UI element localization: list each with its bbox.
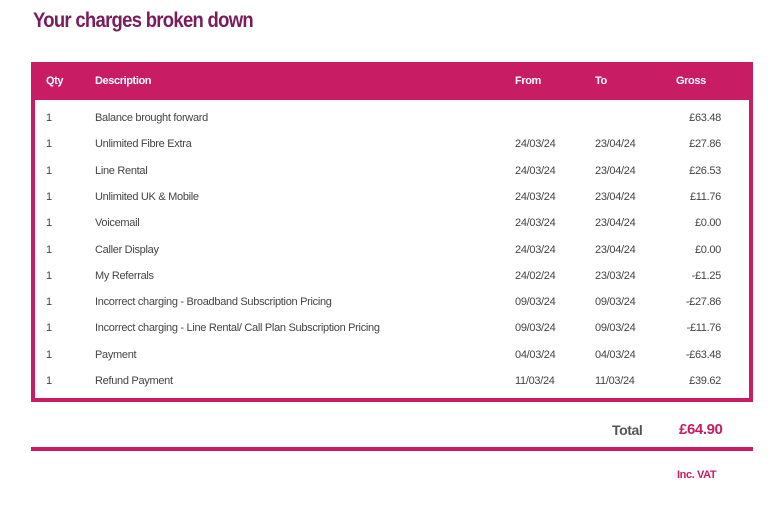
cell-to: 23/04/24	[595, 190, 636, 203]
cell-qty: 1	[46, 322, 52, 335]
cell-qty: 1	[46, 375, 52, 387]
cell-description: Refund Payment	[95, 375, 173, 387]
cell-from: 24/03/24	[515, 190, 556, 203]
cell-qty: 1	[46, 190, 52, 203]
cell-description: Payment	[95, 348, 137, 361]
cell-to: 23/04/24	[595, 164, 636, 177]
total-value: £64.90	[679, 421, 723, 438]
page-title: Your charges broken down	[33, 9, 254, 32]
cell-description: Incorrect charging - Line Rental/ Call P…	[95, 322, 380, 335]
cell-gross: £63.48	[689, 112, 721, 124]
cell-qty: 1	[46, 243, 52, 256]
cell-qty: 1	[46, 296, 52, 309]
charges-table: Qty Description From To Gross 1 Balance b…	[31, 62, 753, 402]
header-gross: Gross	[676, 75, 706, 87]
cell-qty: 1	[46, 269, 52, 282]
cell-gross: £39.62	[689, 375, 721, 387]
table-row: 1 Balance brought forward £63.48	[35, 112, 749, 132]
cell-description: My Referrals	[95, 269, 154, 282]
cell-to: 11/03/24	[595, 375, 635, 387]
cell-gross: £27.86	[689, 138, 721, 151]
cell-gross: -£27.86	[685, 296, 722, 309]
cell-description: Unlimited Fibre Extra	[95, 138, 192, 151]
cell-from: 09/03/24	[515, 322, 556, 335]
cell-qty: 1	[46, 217, 52, 230]
cell-gross: £0.00	[694, 217, 721, 230]
cell-from: 24/03/24	[515, 164, 556, 177]
table-row: 1 Refund Payment 11/03/24 11/03/24 £39.62	[35, 375, 749, 395]
table-row: 1 Voicemail 24/03/24 23/04/24 £0.00	[35, 217, 749, 237]
table-row: 1 Incorrect charging - Broadband Subscrip…	[35, 296, 749, 316]
cell-from: 04/03/24	[515, 348, 556, 361]
table-row: 1 My Referrals 24/02/24 23/03/24 -£1.25	[35, 270, 749, 290]
cell-description: Caller Display	[95, 243, 159, 256]
cell-description: Incorrect charging - Broadband Subscript…	[95, 296, 332, 309]
table-row: 1 Unlimited UK & Mobile 24/03/24 23/04/24 £1…	[35, 191, 749, 211]
cell-from: 11/03/24	[515, 375, 555, 387]
table-row: 1 Incorrect charging - Line Rental/ Call …	[35, 322, 749, 342]
cell-from: 24/03/24	[515, 243, 556, 256]
cell-from: 24/03/24	[515, 138, 556, 151]
vat-note: Inc. VAT	[677, 469, 717, 481]
cell-gross: £0.00	[694, 243, 721, 256]
cell-qty: 1	[46, 164, 52, 177]
cell-to: 23/04/24	[595, 243, 636, 256]
cell-gross: -£63.48	[685, 348, 722, 361]
cell-from: 09/03/24	[515, 296, 556, 309]
cell-from: 24/03/24	[515, 217, 556, 230]
cell-to: 23/04/24	[595, 217, 636, 230]
cell-description: Voicemail	[95, 217, 140, 230]
header-to: To	[595, 75, 607, 87]
cell-to: 04/03/24	[595, 348, 636, 361]
total-divider	[31, 447, 753, 451]
cell-gross: £26.53	[689, 164, 721, 177]
cell-qty: 1	[46, 112, 52, 124]
table-row: 1 Caller Display 24/03/24 23/04/24 £0.00	[35, 244, 749, 264]
cell-to: 23/03/24	[595, 269, 636, 282]
cell-gross: -£1.25	[691, 269, 722, 282]
cell-description: Unlimited UK & Mobile	[95, 190, 199, 203]
table-row: 1 Unlimited Fibre Extra 24/03/24 23/04/24 £2…	[35, 138, 749, 158]
cell-qty: 1	[46, 348, 52, 361]
header-from: From	[515, 75, 541, 87]
cell-gross: £11.76	[689, 190, 721, 203]
cell-gross: -£11.76	[686, 322, 722, 335]
total-label: Total	[612, 422, 643, 438]
table-row: 1 Line Rental 24/03/24 23/04/24 £26.53	[35, 165, 749, 185]
cell-description: Balance brought forward	[95, 112, 208, 124]
cell-to: 23/04/24	[595, 138, 636, 151]
cell-to: 09/03/24	[595, 296, 636, 309]
cell-qty: 1	[46, 138, 52, 151]
cell-description: Line Rental	[95, 164, 148, 177]
header-description: Description	[95, 75, 152, 87]
cell-to: 09/03/24	[595, 322, 636, 335]
header-qty: Qty	[46, 75, 64, 87]
cell-from: 24/02/24	[515, 269, 556, 282]
table-header: Qty Description From To Gross	[35, 62, 749, 100]
table-row: 1 Payment 04/03/24 04/03/24 -£63.48	[35, 349, 749, 369]
